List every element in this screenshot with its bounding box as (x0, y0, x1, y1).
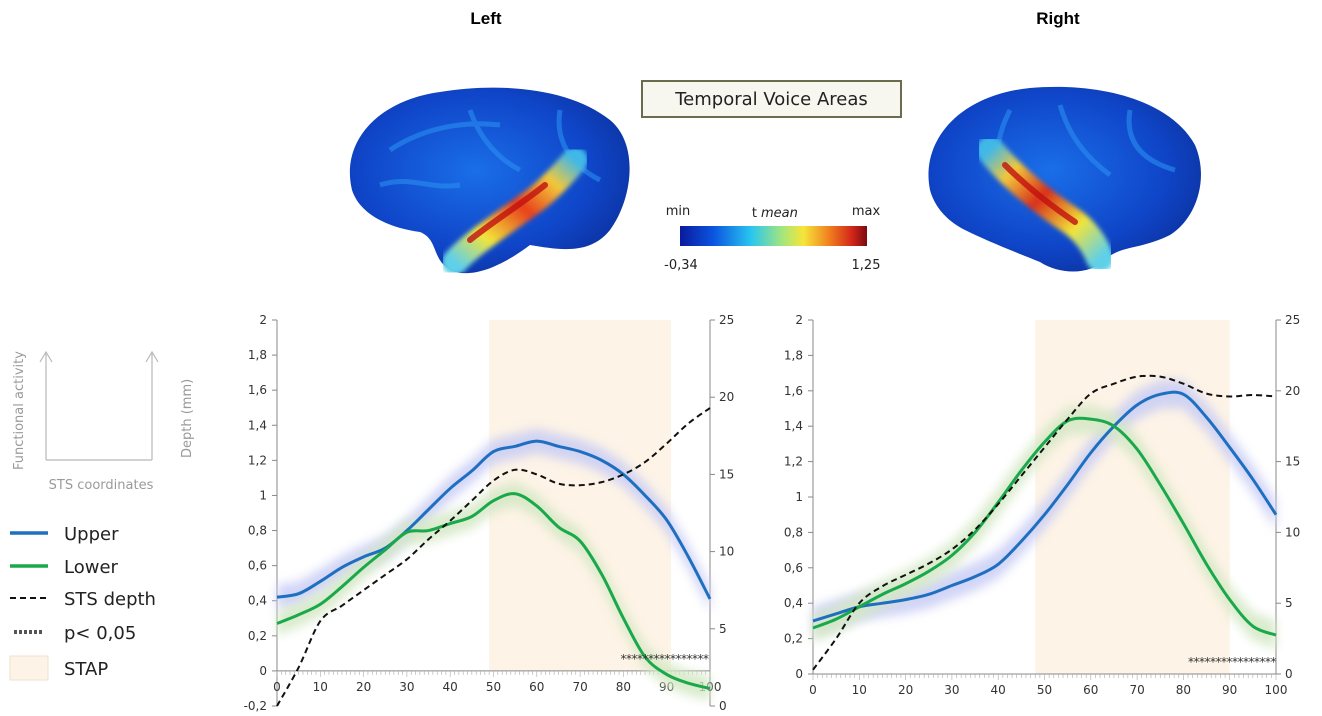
y-tick-label: 1,6 (248, 383, 267, 397)
legend-pval-label: p< 0,05 (64, 623, 136, 644)
colorbar-max-value: 1,25 (852, 258, 881, 273)
series-line-sts-depth (812, 374, 1277, 671)
y-tick-label: -0,2 (244, 699, 267, 713)
y-tick-label: 0,4 (248, 594, 267, 608)
colorbar-min-value: -0,34 (664, 258, 698, 273)
axis-schema: Functional activity Depth (mm) STS coord… (12, 351, 195, 493)
y2-tick-label: 10 (719, 545, 734, 559)
x-tick-label: 40 (443, 680, 458, 694)
x-tick-label: 40 (991, 683, 1006, 697)
x-tick-label: 20 (356, 680, 371, 694)
confidence-band-upper (813, 380, 1276, 636)
series-line-upper (276, 439, 712, 600)
x-tick-label: 50 (1037, 683, 1052, 697)
x-tick-label: 0 (809, 683, 817, 697)
legend-upper-label: Upper (64, 524, 119, 545)
colorbar-t-label: t (752, 206, 757, 221)
y2-tick-label: 0 (719, 699, 727, 713)
x-tick-label: 70 (1129, 683, 1144, 697)
y-tick-label: 2 (795, 313, 803, 327)
y-tick-label: 1 (259, 488, 267, 502)
legend-stap-label: STAP (64, 659, 108, 680)
x-tick-label: 10 (852, 683, 867, 697)
series-line-lower (812, 416, 1277, 637)
series-line-lower (276, 492, 711, 690)
x-tick-label: 30 (399, 680, 414, 694)
x-tick-label: 30 (944, 683, 959, 697)
colorbar-gradient (680, 226, 867, 246)
legend-stap-swatch (9, 655, 49, 681)
colorbar-min-label: min (666, 204, 691, 219)
x-tick-label: 80 (616, 680, 631, 694)
legend-lower-label: Lower (64, 557, 119, 578)
x-tick-label: 60 (1083, 683, 1098, 697)
series-line-upper (812, 390, 1278, 623)
x-tick-label: 70 (572, 680, 587, 694)
colorbar: min t mean max -0,34 1,25 (664, 204, 880, 273)
y-tick-label: 0 (795, 667, 803, 681)
y-tick-label: 0,8 (248, 524, 267, 538)
significance-marker: **************** (621, 652, 710, 666)
y2-tick-label: 15 (719, 467, 734, 481)
legend: Upper Lower STS depth p< 0,05 STAP (9, 524, 156, 681)
y2-tick-label: 25 (719, 313, 734, 327)
y-tick-label: 1,6 (784, 384, 803, 398)
x-tick-label: 100 (1265, 683, 1288, 697)
y-tick-label: 1,2 (248, 453, 267, 467)
colorbar-mean-label: mean (761, 206, 798, 221)
confidence-band-lower (813, 404, 1276, 650)
colorbar-max-label: max (852, 204, 881, 219)
y-tick-label: 1,2 (784, 455, 803, 469)
y2-tick-label: 25 (1285, 313, 1300, 327)
y2-tick-label: 15 (1285, 455, 1300, 469)
temporal-voice-areas-label: Temporal Voice Areas (641, 80, 902, 118)
y-tick-label: 0,6 (784, 561, 803, 575)
x-tick-label: 90 (1222, 683, 1237, 697)
right-brain-image (928, 86, 1201, 272)
x-tick-label: 60 (529, 680, 544, 694)
y-tick-label: 0 (259, 664, 267, 678)
title-right: Right (1036, 9, 1080, 28)
x-tick-label: 20 (898, 683, 913, 697)
schema-sts-coordinates: STS coordinates (49, 478, 154, 493)
schema-functional-activity: Functional activity (12, 351, 27, 470)
legend-depth-label: STS depth (64, 589, 156, 610)
series-line-sts-depth (276, 407, 711, 707)
y-tick-label: 1,8 (784, 348, 803, 362)
significance-marker: **************** (1188, 655, 1277, 669)
y-tick-label: 0,2 (784, 632, 803, 646)
y-tick-label: 2 (259, 313, 267, 327)
y-tick-label: 0,2 (248, 629, 267, 643)
y2-tick-label: 0 (1285, 667, 1293, 681)
y2-tick-label: 20 (719, 390, 734, 404)
y-tick-label: 1,4 (248, 418, 267, 432)
confidence-band-lower (277, 481, 710, 701)
y-tick-label: 1,8 (248, 348, 267, 362)
y2-tick-label: 10 (1285, 525, 1300, 539)
chart-panel-left: -0,200,20,40,60,811,21,41,61,82051015202… (244, 313, 735, 713)
schema-depth: Depth (mm) (180, 379, 195, 458)
x-tick-label: 10 (313, 680, 328, 694)
y-tick-label: 1,4 (784, 419, 803, 433)
left-brain-image (349, 87, 630, 275)
y-tick-label: 0,4 (784, 596, 803, 610)
x-tick-label: 80 (1176, 683, 1191, 697)
y2-tick-label: 20 (1285, 384, 1300, 398)
x-tick-label: 50 (486, 680, 501, 694)
title-left: Left (470, 9, 502, 28)
y2-tick-label: 5 (719, 622, 727, 636)
y-tick-label: 0,6 (248, 559, 267, 573)
y2-tick-label: 5 (1285, 596, 1293, 610)
y-tick-label: 0,8 (784, 525, 803, 539)
x-tick-label: 0 (273, 680, 281, 694)
y-tick-label: 1 (795, 490, 803, 504)
